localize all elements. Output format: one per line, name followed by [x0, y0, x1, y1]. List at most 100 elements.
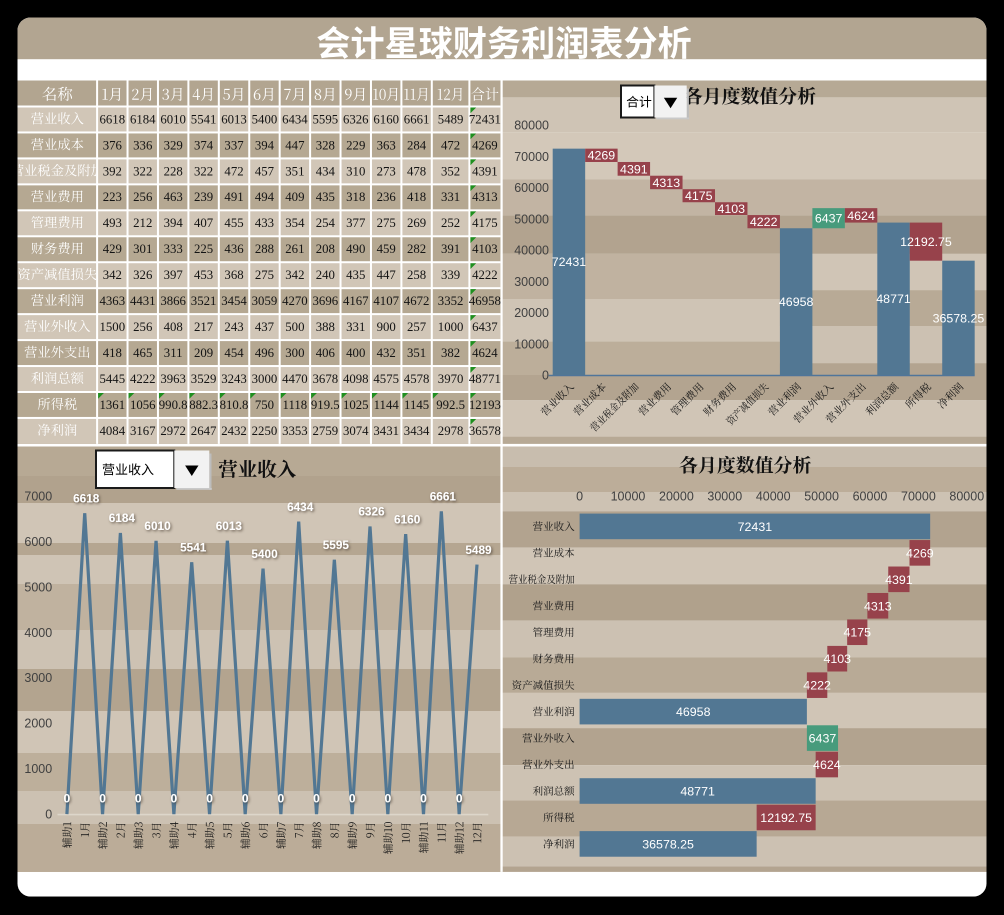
svg-text:6013: 6013	[221, 112, 247, 126]
svg-text:254: 254	[316, 216, 336, 230]
svg-text:4624: 4624	[813, 758, 841, 772]
svg-text:3353: 3353	[282, 424, 308, 438]
svg-text:256: 256	[133, 190, 153, 204]
svg-text:4269: 4269	[588, 149, 616, 163]
svg-text:463: 463	[164, 190, 183, 204]
svg-text:0: 0	[99, 792, 106, 806]
svg-text:4431: 4431	[130, 294, 156, 308]
svg-text:3963: 3963	[160, 372, 186, 386]
svg-text:1144: 1144	[374, 398, 400, 412]
svg-text:30000: 30000	[707, 490, 742, 504]
svg-text:6437: 6437	[809, 732, 837, 746]
svg-text:0: 0	[420, 792, 427, 806]
svg-text:2432: 2432	[221, 424, 247, 438]
svg-text:6160: 6160	[373, 112, 399, 126]
svg-text:288: 288	[255, 242, 274, 256]
svg-text:331: 331	[441, 190, 460, 204]
svg-text:236: 236	[377, 190, 397, 204]
svg-text:217: 217	[194, 320, 214, 334]
svg-text:3866: 3866	[160, 294, 186, 308]
svg-text:4313: 4313	[653, 176, 681, 190]
svg-text:0: 0	[384, 792, 391, 806]
svg-text:435: 435	[346, 268, 365, 282]
svg-text:1000: 1000	[438, 320, 464, 334]
svg-text:3434: 3434	[404, 424, 430, 438]
svg-text:12192.75: 12192.75	[900, 235, 952, 249]
svg-text:208: 208	[316, 242, 335, 256]
svg-text:2250: 2250	[252, 424, 278, 438]
svg-text:3000: 3000	[252, 372, 278, 386]
svg-text:6013: 6013	[216, 519, 243, 533]
svg-text:5400: 5400	[251, 547, 278, 561]
svg-text:496: 496	[255, 346, 275, 360]
svg-text:342: 342	[103, 268, 122, 282]
svg-text:392: 392	[103, 164, 122, 178]
svg-text:388: 388	[316, 320, 335, 334]
svg-text:3059: 3059	[252, 294, 278, 308]
svg-text:339: 339	[441, 268, 460, 282]
svg-text:20000: 20000	[659, 490, 694, 504]
svg-text:46958: 46958	[779, 295, 814, 309]
svg-text:50000: 50000	[804, 490, 839, 504]
svg-text:36578.25: 36578.25	[933, 311, 985, 325]
svg-text:10000: 10000	[611, 490, 646, 504]
svg-text:429: 429	[103, 242, 122, 256]
svg-text:992.5: 992.5	[436, 398, 465, 412]
svg-text:258: 258	[407, 268, 426, 282]
svg-text:2000: 2000	[24, 717, 52, 731]
svg-text:6618: 6618	[100, 112, 126, 126]
svg-text:3696: 3696	[313, 294, 339, 308]
svg-text:212: 212	[133, 216, 152, 230]
svg-text:493: 493	[103, 216, 122, 230]
svg-text:209: 209	[194, 346, 213, 360]
svg-text:4222: 4222	[472, 268, 498, 282]
svg-text:4000: 4000	[24, 626, 52, 640]
svg-text:465: 465	[133, 346, 152, 360]
svg-text:322: 322	[194, 164, 213, 178]
svg-text:4575: 4575	[373, 372, 399, 386]
svg-text:60000: 60000	[514, 181, 549, 195]
svg-text:318: 318	[346, 190, 365, 204]
svg-text:406: 406	[316, 346, 336, 360]
svg-text:0: 0	[242, 792, 249, 806]
svg-text:12192.75: 12192.75	[760, 811, 812, 825]
svg-text:228: 228	[164, 164, 183, 178]
svg-text:6434: 6434	[287, 500, 314, 514]
svg-text:391: 391	[441, 242, 460, 256]
svg-text:490: 490	[346, 242, 365, 256]
svg-text:20000: 20000	[514, 306, 549, 320]
svg-text:0: 0	[206, 792, 213, 806]
svg-text:3074: 3074	[343, 424, 369, 438]
svg-text:310: 310	[346, 164, 365, 178]
svg-text:40000: 40000	[514, 244, 549, 258]
svg-text:374: 374	[194, 138, 214, 152]
svg-text:282: 282	[407, 242, 426, 256]
svg-text:331: 331	[346, 320, 365, 334]
svg-text:275: 275	[255, 268, 274, 282]
svg-text:436: 436	[224, 242, 244, 256]
svg-text:3000: 3000	[24, 671, 52, 685]
svg-text:2759: 2759	[313, 424, 339, 438]
svg-text:3243: 3243	[221, 372, 247, 386]
svg-text:382: 382	[441, 346, 460, 360]
svg-text:4672: 4672	[404, 294, 430, 308]
svg-text:80000: 80000	[514, 119, 549, 133]
svg-text:70000: 70000	[901, 490, 936, 504]
svg-text:363: 363	[377, 138, 396, 152]
svg-text:394: 394	[164, 216, 184, 230]
svg-text:256: 256	[133, 320, 153, 334]
svg-text:311: 311	[164, 346, 183, 360]
svg-text:70000: 70000	[514, 150, 549, 164]
svg-text:1500: 1500	[100, 320, 126, 334]
svg-text:223: 223	[103, 190, 122, 204]
svg-text:0: 0	[64, 792, 71, 806]
svg-text:4391: 4391	[472, 164, 498, 178]
svg-text:3521: 3521	[191, 294, 217, 308]
svg-text:6326: 6326	[343, 112, 369, 126]
svg-text:0: 0	[542, 369, 549, 383]
svg-text:4098: 4098	[343, 372, 369, 386]
svg-text:10000: 10000	[514, 337, 549, 351]
svg-text:72431: 72431	[469, 112, 501, 126]
svg-text:990.8: 990.8	[159, 398, 188, 412]
svg-text:919.5: 919.5	[311, 398, 340, 412]
